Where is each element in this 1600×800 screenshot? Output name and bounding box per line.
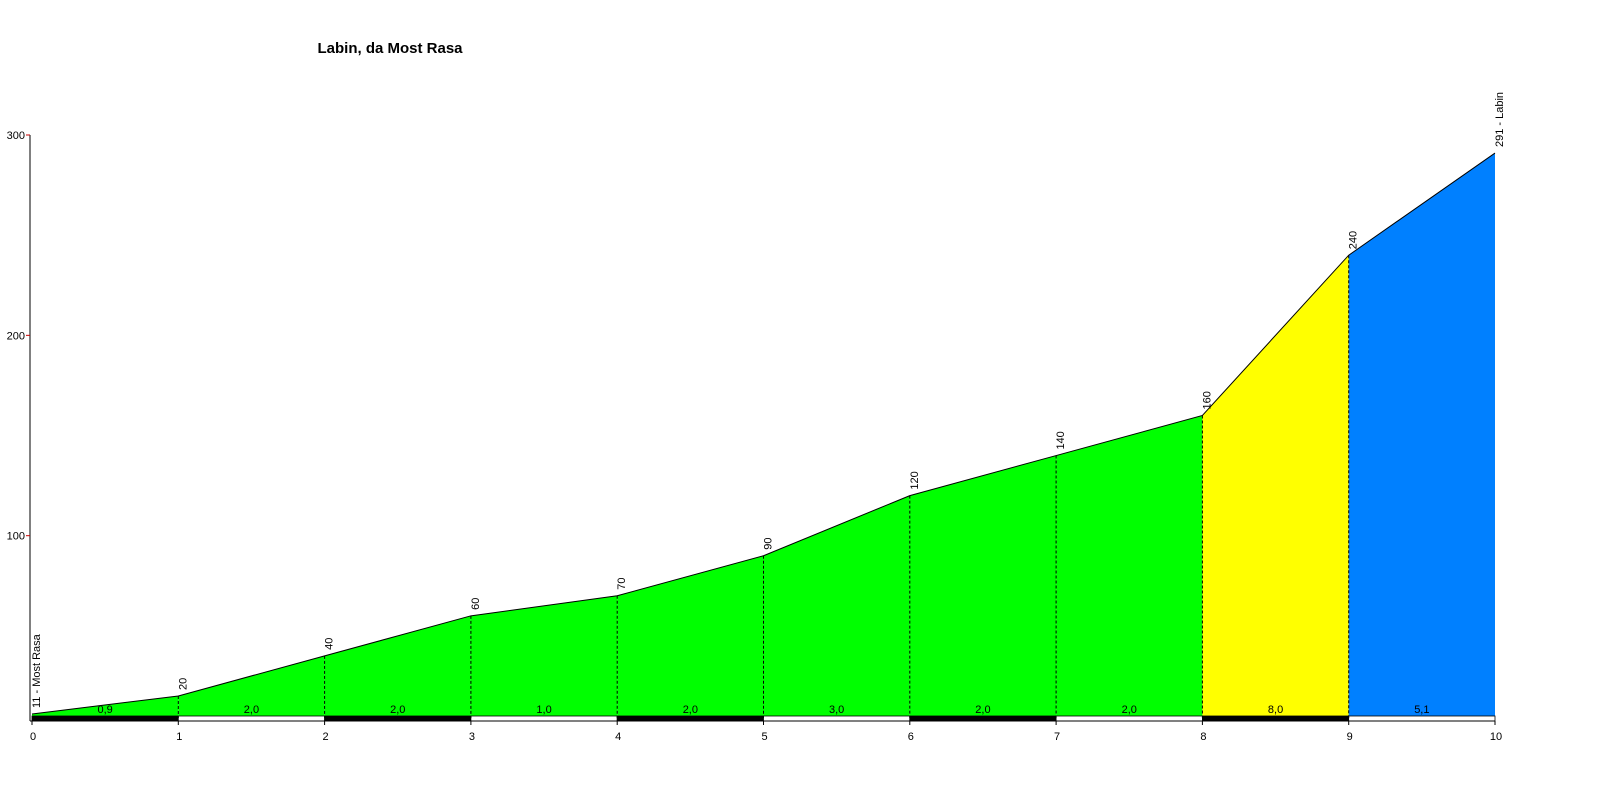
profile-line xyxy=(31,152,1496,715)
y-tick-label: 200 xyxy=(7,330,25,342)
gradient-label: 2,0 xyxy=(244,704,259,716)
gradient-label: 8,0 xyxy=(1268,704,1283,716)
chart-title: Labin, da Most Rasa xyxy=(317,40,463,57)
distance-strip xyxy=(470,715,618,722)
gradient-label: 5,1 xyxy=(1414,704,1429,716)
distance-strip xyxy=(31,715,179,722)
profile-segment xyxy=(763,495,910,718)
distance-strip xyxy=(324,715,472,722)
distance-strip xyxy=(1055,715,1203,722)
profile-segment xyxy=(1056,415,1203,718)
elevation-label: 90 xyxy=(763,537,775,549)
elevation-label: 60 xyxy=(470,598,482,610)
profile-segment xyxy=(1348,153,1495,718)
x-tick-label: 2 xyxy=(323,731,329,743)
distance-strip xyxy=(616,715,764,722)
distance-strip xyxy=(1202,715,1350,722)
elevation-label: 70 xyxy=(616,578,628,590)
gradient-label: 2,0 xyxy=(975,704,990,716)
elevation-label: 40 xyxy=(324,638,336,650)
gradient-label: 2,0 xyxy=(683,704,698,716)
elevation-label: 11 - Most Rasa xyxy=(31,633,43,708)
x-tick-label: 0 xyxy=(30,731,36,743)
distance-strip xyxy=(1348,715,1496,722)
x-tick-label: 8 xyxy=(1200,731,1206,743)
elevation-label: 291 - Labin xyxy=(1494,92,1506,147)
gradient-label: 2,0 xyxy=(390,704,405,716)
elevation-label: 240 xyxy=(1348,231,1360,249)
x-tick-label: 3 xyxy=(469,731,475,743)
x-tick-label: 10 xyxy=(1490,731,1502,743)
profile-segment xyxy=(324,615,471,718)
x-tick-label: 7 xyxy=(1054,731,1060,743)
y-tick-label: 300 xyxy=(7,130,25,142)
x-tick-label: 5 xyxy=(761,731,767,743)
elevation-label: 20 xyxy=(177,678,189,690)
distance-strip xyxy=(909,715,1057,722)
x-tick-label: 1 xyxy=(176,731,182,743)
profile-segment xyxy=(909,455,1057,718)
profile-segment xyxy=(32,695,179,718)
profile-segment xyxy=(470,595,618,718)
gradient-label: 2,0 xyxy=(1122,704,1137,716)
x-tick-label: 6 xyxy=(908,731,914,743)
profile-segment xyxy=(1202,255,1349,719)
elevation-label: 120 xyxy=(909,471,921,489)
profile-segment xyxy=(178,655,325,718)
elevation-label: 140 xyxy=(1055,431,1067,449)
gradient-label: 3,0 xyxy=(829,704,844,716)
x-tick-label: 4 xyxy=(615,731,621,743)
profile-segment xyxy=(617,555,764,718)
elevation-label: 160 xyxy=(1201,391,1213,409)
gradient-label: 0,9 xyxy=(98,704,113,716)
gradient-label: 1,0 xyxy=(536,704,551,716)
y-tick-label: 100 xyxy=(7,531,25,543)
distance-strip xyxy=(763,715,911,722)
x-tick-label: 9 xyxy=(1347,731,1353,743)
distance-strip xyxy=(177,715,326,722)
